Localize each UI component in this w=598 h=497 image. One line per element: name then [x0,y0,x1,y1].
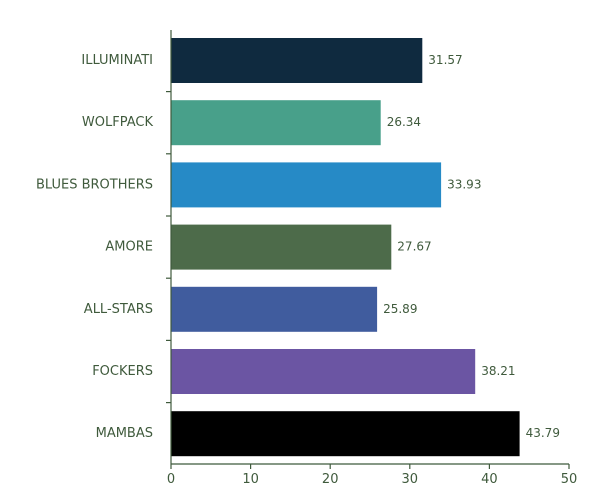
bar-wolfpack [171,100,381,146]
category-label: BLUES BROTHERS [36,177,153,192]
value-label: 31.57 [428,53,462,67]
value-label: 33.93 [447,177,481,191]
category-label: ILLUMINATI [81,53,153,68]
bar-amore [171,224,392,270]
bar-blues-brothers [171,162,442,208]
bar-all-stars [171,286,378,332]
bars-layer [171,38,520,457]
x-axis-ticks: 0 10 20 30 40 50 [166,90,578,487]
x-tick-label: 30 [402,472,419,487]
x-tick-label: 10 [242,472,259,487]
value-labels: 31.57 26.34 33.93 27.67 25.89 38.21 43.79 [383,53,560,440]
x-tick-label: 20 [322,472,339,487]
category-label: WOLFPACK [82,115,154,130]
category-label: ALL-STARS [84,302,153,317]
x-tick-label: 0 [167,472,175,487]
x-tick-label: 40 [481,472,498,487]
x-tick-label: 50 [561,472,578,487]
category-label: AMORE [105,240,153,255]
bar-mambas [171,411,520,457]
value-label: 43.79 [526,426,560,440]
category-labels: ILLUMINATI WOLFPACK BLUES BROTHERS AMORE ALL… [36,53,153,441]
value-label: 38.21 [481,364,515,378]
category-label: MAMBAS [96,426,153,441]
bar-illuminati [171,38,423,83]
value-label: 27.67 [397,240,431,254]
value-label: 25.89 [383,302,417,316]
bar-fockers [171,349,476,394]
value-label: 26.34 [387,115,421,129]
category-label: FOCKERS [92,364,153,379]
